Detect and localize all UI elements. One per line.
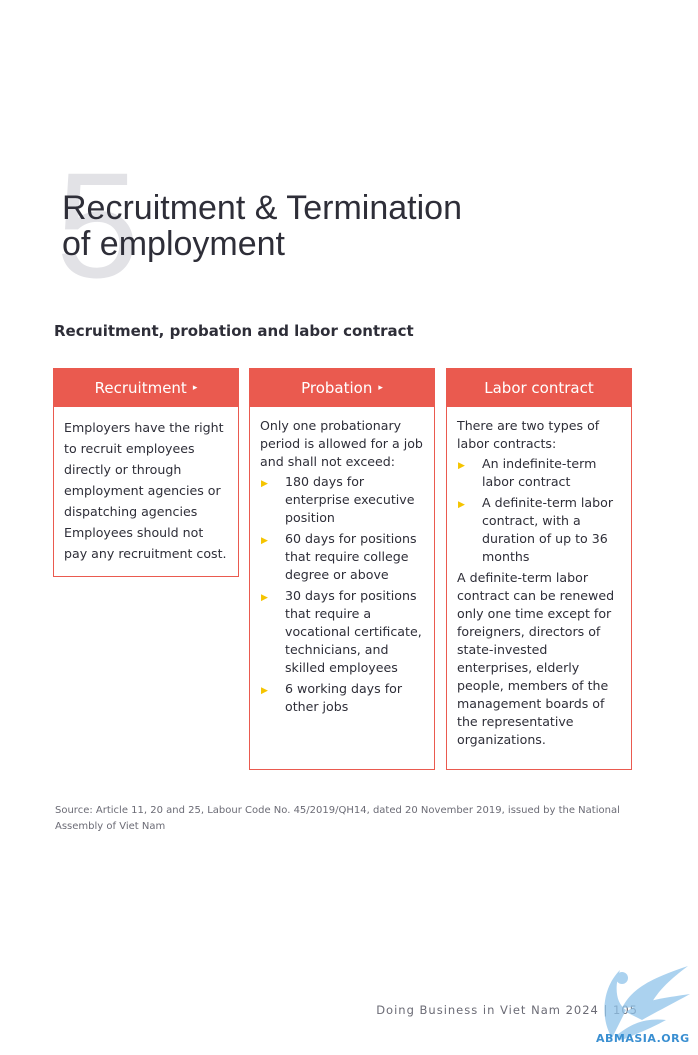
list-item: ▶ 6 working days for other jobs [261, 681, 403, 714]
eagle-icon [604, 966, 690, 1040]
bullet-triangle-icon: ▶ [261, 686, 268, 696]
page-title: Recruitment & Termination of employment [62, 190, 462, 262]
title-line-1: Recruitment & Termination [62, 189, 462, 227]
bullet-triangle-icon: ▶ [261, 536, 268, 546]
probation-title: Probation [301, 379, 373, 397]
probation-box: Probation ▸ Only one probationary period… [249, 368, 435, 770]
labor-contract-title: Labor contract [484, 379, 594, 397]
bullet-triangle-icon: ▶ [261, 479, 268, 489]
bullet-triangle-icon: ▶ [261, 593, 268, 603]
arrow-right-icon: ▸ [192, 383, 198, 393]
list-item: ▶ 60 days for positions that require coll… [261, 531, 417, 582]
arrow-right-icon: ▸ [378, 383, 383, 393]
list-item: ▶ 30 days for positions that require a vo… [261, 588, 422, 675]
watermark-text: ABMASIA.ORG [596, 1032, 690, 1045]
bullet-triangle-icon: ▶ [458, 461, 465, 471]
title-line-2: of employment [62, 225, 285, 263]
recruitment-header: Recruitment ▸ [54, 369, 238, 407]
labor-contract-box: Labor contract There are two types of la… [446, 368, 632, 770]
page-footer: Doing Business in Viet Nam 2024 | 105 [376, 1003, 638, 1017]
source-note: Source: Article 11, 20 and 25, Labour Co… [55, 805, 620, 832]
labor-contract-header: Labor contract [447, 369, 631, 407]
probation-list: ▶ 180 days for enterprise executive posit… [260, 473, 425, 716]
labor-contract-intro: There are two types of labor contracts: [457, 418, 600, 451]
recruitment-box: Recruitment ▸ Employers have the right t… [53, 368, 239, 577]
chapter-number: 5 [56, 141, 140, 309]
recruitment-body: Employers have the right to recruit empl… [54, 407, 238, 574]
recruitment-title: Recruitment [94, 379, 187, 397]
list-item: ▶ A definite-term labor contract, with a … [458, 495, 614, 564]
recruitment-text: Employers have the right to recruit empl… [64, 420, 227, 561]
section-subtitle: Recruitment, probation and labor contrac… [54, 322, 414, 340]
bullet-triangle-icon: ▶ [458, 500, 465, 510]
probation-body: Only one probationary period is allowed … [250, 407, 434, 729]
labor-contract-outro: A definite-term labor contract can be re… [457, 570, 615, 747]
list-item: ▶ An indefinite-term labor contract [458, 456, 597, 489]
labor-contract-body: There are two types of labor contracts: … [447, 407, 631, 759]
probation-header: Probation ▸ [250, 369, 434, 407]
list-item: ▶ 180 days for enterprise executive posit… [261, 474, 415, 525]
labor-contract-list: ▶ An indefinite-term labor contract ▶ A de… [457, 455, 622, 566]
probation-intro: Only one probationary period is allowed … [260, 418, 423, 469]
